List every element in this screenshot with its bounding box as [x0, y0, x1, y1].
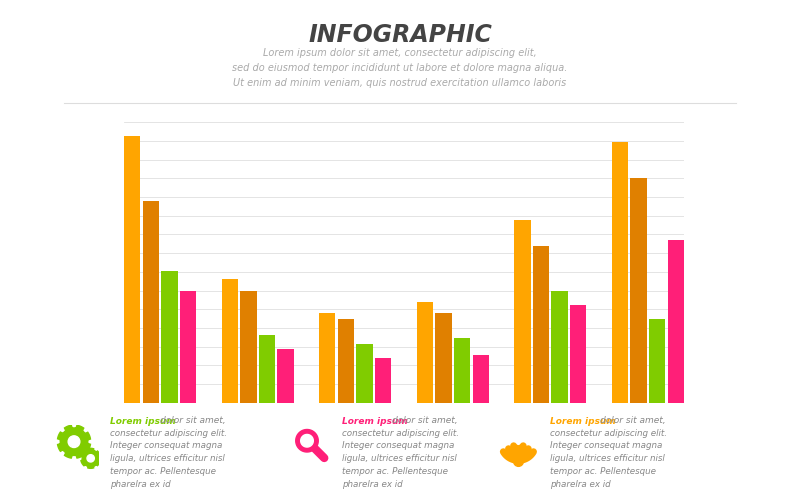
Bar	[533, 246, 549, 402]
Bar	[222, 280, 238, 402]
Bar	[630, 178, 646, 402]
Text: consectetur adipiscing elit.
Integer consequat magna
ligula, ultrices efficitur : consectetur adipiscing elit. Integer con…	[550, 428, 667, 489]
Bar	[454, 338, 470, 402]
Circle shape	[68, 436, 80, 448]
Text: Lorem ipsum: Lorem ipsum	[110, 416, 176, 426]
Text: dolor sit amet,: dolor sit amet,	[160, 416, 226, 426]
Bar	[259, 336, 275, 402]
Bar	[514, 220, 530, 402]
Text: dolor sit amet,: dolor sit amet,	[600, 416, 666, 426]
Bar	[375, 358, 391, 403]
Bar	[612, 142, 628, 403]
Bar	[356, 344, 373, 402]
Text: dolor sit amet,: dolor sit amet,	[392, 416, 458, 426]
Bar	[180, 290, 196, 403]
Bar	[240, 290, 257, 403]
Text: Lorem ipsum: Lorem ipsum	[550, 416, 616, 426]
Bar	[570, 304, 586, 402]
Bar	[473, 355, 489, 403]
Bar	[435, 313, 452, 402]
Text: consectetur adipiscing elit.
Integer consequat magna
ligula, ultrices efficitur : consectetur adipiscing elit. Integer con…	[342, 428, 459, 489]
Bar	[667, 240, 684, 402]
Circle shape	[87, 454, 94, 462]
Bar	[124, 136, 141, 402]
Bar	[649, 318, 666, 402]
Bar	[278, 350, 294, 403]
Polygon shape	[58, 425, 90, 458]
Bar	[551, 290, 568, 403]
Text: Lorem ipsum dolor sit amet, consectetur adipiscing elit,
sed do eiusmod tempor i: Lorem ipsum dolor sit amet, consectetur …	[232, 48, 568, 88]
Bar	[417, 302, 433, 402]
Bar	[142, 201, 159, 402]
Bar	[319, 313, 335, 402]
Polygon shape	[296, 430, 318, 452]
Polygon shape	[301, 434, 314, 447]
Bar	[338, 318, 354, 402]
Polygon shape	[81, 448, 101, 468]
Text: INFOGRAPHIC: INFOGRAPHIC	[308, 22, 492, 46]
Bar	[162, 271, 178, 402]
Text: consectetur adipiscing elit.
Integer consequat magna
ligula, ultrices efficitur : consectetur adipiscing elit. Integer con…	[110, 428, 227, 489]
Text: Lorem ipsum: Lorem ipsum	[342, 416, 408, 426]
